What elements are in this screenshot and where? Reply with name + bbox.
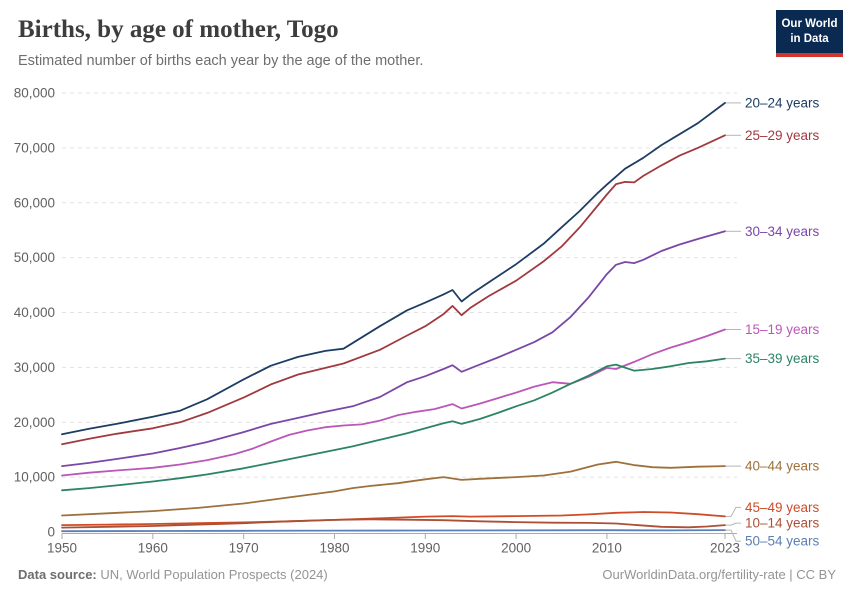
page-subtitle: Estimated number of births each year by … [18,53,424,69]
data-source-note: Data source: UN, World Population Prospe… [18,567,328,582]
y-axis-label-10000: 10,000 [14,470,55,485]
legend-label-50-54-[interactable]: 50–54 years [745,534,820,549]
owid-logo[interactable]: Our World in Data [776,10,843,53]
legend-label-30-34-[interactable]: 30–34 years [745,224,820,239]
x-axis-label-2000: 2000 [501,541,531,556]
series-line-45-49-[interactable] [61,511,726,526]
y-axis-label-30000: 30,000 [14,360,55,375]
x-axis-label-1980: 1980 [319,541,349,556]
legend-connector-50-54- [726,529,741,542]
y-axis-label-70000: 70,000 [14,140,55,155]
y-axis-label-40000: 40,000 [14,305,55,320]
page-title: Births, by age of mother, Togo [18,16,339,43]
data-source-text: UN, World Population Prospects (2024) [96,567,328,582]
series-line-25-29-[interactable] [61,134,726,446]
series-line-40-44-[interactable] [61,460,726,517]
y-axis-label-0: 0 [47,525,55,540]
x-axis-label-1960: 1960 [138,541,168,556]
legend-label-10-14-[interactable]: 10–14 years [745,516,820,531]
data-source-label: Data source: [18,567,97,582]
owid-logo-line1: Our World [781,18,838,31]
legend-connector-45-49- [726,506,741,517]
legend-label-35-39-[interactable]: 35–39 years [745,351,820,366]
y-axis-label-50000: 50,000 [14,250,55,265]
y-axis-label-20000: 20,000 [14,415,55,430]
y-axis-label-60000: 60,000 [14,195,55,210]
x-axis-label-1950: 1950 [47,541,77,556]
legend-connector-10-14- [726,522,741,526]
license-link[interactable]: OurWorldinData.org/fertility-rate | CC B… [602,567,836,582]
legend-label-15-19-[interactable]: 15–19 years [745,322,820,337]
series-line-15-19-[interactable] [61,328,726,477]
series-line-35-39-[interactable] [61,357,726,492]
series-line-50-54-[interactable] [61,529,726,533]
y-axis-label-80000: 80,000 [14,86,55,101]
legend-label-40-44-[interactable]: 40–44 years [745,459,820,474]
x-axis-label-2010: 2010 [592,541,622,556]
x-axis-label-1970: 1970 [229,541,259,556]
legend-label-25-29-[interactable]: 25–29 years [745,128,820,143]
owid-logo-line2: in Data [790,32,829,45]
x-axis-label-2023: 2023 [710,541,740,556]
x-axis-label-1990: 1990 [410,541,440,556]
series-line-20-24-[interactable] [61,102,726,436]
series-line-10-14-[interactable] [61,518,726,529]
owid-logo-accent-bar [776,53,843,57]
legend-label-45-49-[interactable]: 45–49 years [745,500,820,515]
legend-label-20-24-[interactable]: 20–24 years [745,95,820,110]
series-line-30-34-[interactable] [61,230,726,468]
